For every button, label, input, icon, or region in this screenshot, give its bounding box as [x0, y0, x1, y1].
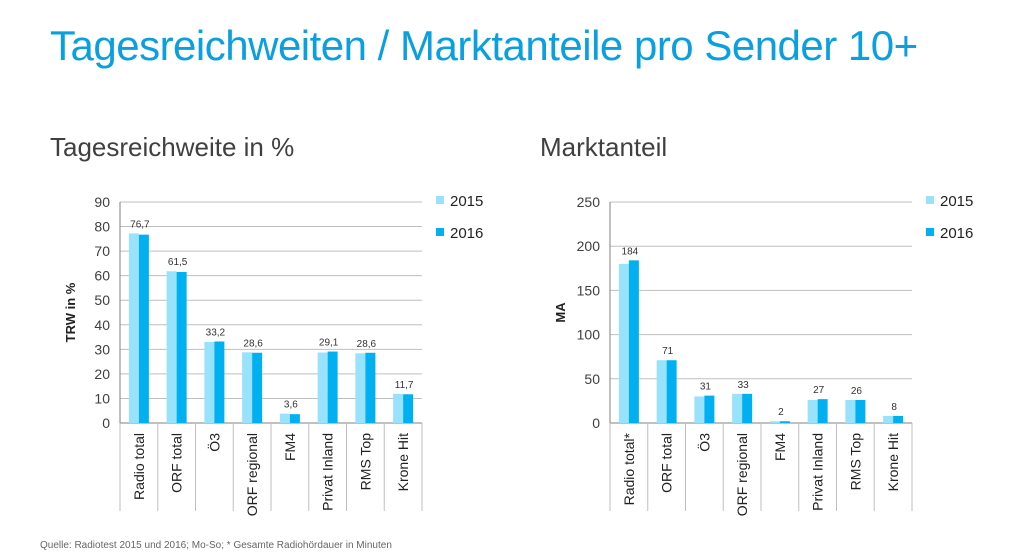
data-label: 11,7 [395, 380, 414, 391]
y-tick-label: 100 [577, 327, 601, 343]
category-label: Ö3 [205, 433, 222, 452]
y-tick-label: 50 [584, 371, 600, 387]
bar-2015 [807, 400, 818, 423]
legend-swatch-2016 [436, 228, 444, 236]
bar-2015 [618, 263, 629, 423]
legend-swatch-2015 [436, 196, 444, 204]
y-tick-label: 0 [102, 415, 110, 431]
bar-2016 [779, 421, 790, 423]
data-label: 28,6 [243, 338, 263, 349]
legend-swatch-2016 [926, 228, 934, 236]
y-tick-label: 250 [577, 194, 601, 210]
data-label: 27 [813, 385, 825, 396]
bar-2015 [166, 271, 177, 423]
bar-2016 [327, 351, 338, 423]
bar-2016 [365, 352, 376, 423]
legend-swatch-2015 [926, 196, 934, 204]
category-label: ORF regional [734, 433, 750, 516]
bar-2016 [855, 400, 866, 423]
y-axis-title: TRW in % [63, 282, 78, 342]
bar-2016 [742, 393, 753, 423]
bar-2016 [666, 360, 677, 423]
bar-2016 [628, 260, 639, 423]
market-share-bar-chart: 0 50 100 150 200 250 MA 184 Radio total* 71 ORF to… [553, 193, 973, 516]
category-label: Radio total* [621, 432, 637, 505]
legend-label-2016: 2016 [450, 225, 483, 242]
bar-2015 [393, 393, 404, 423]
y-tick-label: 40 [94, 317, 110, 333]
bar-2016 [817, 399, 828, 423]
bar-2016 [289, 414, 300, 423]
bar-2016 [403, 394, 414, 423]
category-label: Krone Hit [885, 433, 901, 491]
data-label: 61,5 [168, 257, 188, 268]
category-label: Privat Inland [320, 433, 336, 511]
bar-2015 [204, 341, 215, 423]
y-tick-label: 200 [577, 238, 601, 254]
bar-2015 [355, 353, 366, 423]
bar-2015 [732, 393, 743, 423]
legend-label-2015: 2015 [940, 193, 973, 210]
legend-label-2015: 2015 [450, 193, 483, 210]
chart-title-market-share: Marktanteil [540, 132, 668, 162]
y-tick-label: 50 [94, 292, 110, 308]
bar-2015 [769, 421, 780, 423]
category-label: Ö3 [695, 433, 712, 452]
legend-label-2016: 2016 [940, 225, 973, 242]
category-label: ORF regional [244, 433, 260, 516]
category-label: Krone Hit [395, 433, 411, 491]
bar-2016 [138, 234, 149, 423]
data-label: 33 [738, 380, 750, 391]
bar-2016 [176, 271, 187, 423]
bar-2015 [845, 400, 856, 423]
data-label: 2 [778, 407, 784, 418]
y-axis-title: MA [553, 302, 568, 323]
data-label: 76,7 [130, 219, 150, 230]
category-label: ORF total [659, 433, 675, 493]
bar-2016 [704, 395, 715, 423]
data-label: 26 [851, 386, 863, 397]
y-tick-label: 30 [94, 341, 110, 357]
bar-2015 [656, 360, 667, 423]
data-label: 3,6 [284, 400, 298, 411]
data-label: 31 [700, 382, 712, 393]
category-label: FM4 [772, 433, 788, 461]
category-label: Privat Inland [810, 433, 826, 511]
source-note: Quelle: Radiotest 2015 und 2016; Mo-So; … [40, 540, 392, 551]
data-label: 71 [662, 346, 674, 357]
bar-2015 [883, 415, 894, 423]
y-tick-label: 20 [94, 366, 110, 382]
bar-2016 [252, 352, 263, 423]
bar-2015 [128, 233, 139, 423]
data-label: 8 [891, 402, 897, 413]
chart-title-reach: Tagesreichweite in % [50, 132, 295, 162]
category-label: RMS Top [847, 433, 863, 491]
bar-2016 [893, 415, 904, 423]
y-tick-label: 0 [592, 415, 600, 431]
category-label: FM4 [282, 433, 298, 461]
bar-2016 [214, 341, 225, 423]
y-tick-label: 10 [94, 390, 110, 406]
data-label: 28,6 [357, 339, 377, 350]
y-tick-label: 60 [94, 268, 110, 284]
bar-2015 [694, 396, 705, 423]
bar-2015 [317, 352, 328, 423]
y-tick-label: 70 [94, 243, 110, 259]
bar-2015 [242, 352, 253, 423]
data-label: 184 [622, 246, 639, 257]
bar-2015 [279, 413, 290, 423]
y-tick-label: 80 [94, 219, 110, 235]
y-tick-label: 150 [577, 282, 601, 298]
category-label: RMS Top [357, 433, 373, 491]
category-label: ORF total [169, 433, 185, 493]
data-label: 33,2 [206, 327, 226, 338]
category-label: Radio total [131, 433, 147, 500]
y-tick-label: 90 [94, 194, 110, 210]
page-title: Tagesreichweiten / Marktanteile pro Send… [50, 22, 918, 69]
data-label: 29,1 [319, 338, 339, 349]
reach-bar-chart: 0 10 20 30 40 50 60 70 80 90 TRW in % 76,7 Radio tot… [63, 193, 483, 516]
